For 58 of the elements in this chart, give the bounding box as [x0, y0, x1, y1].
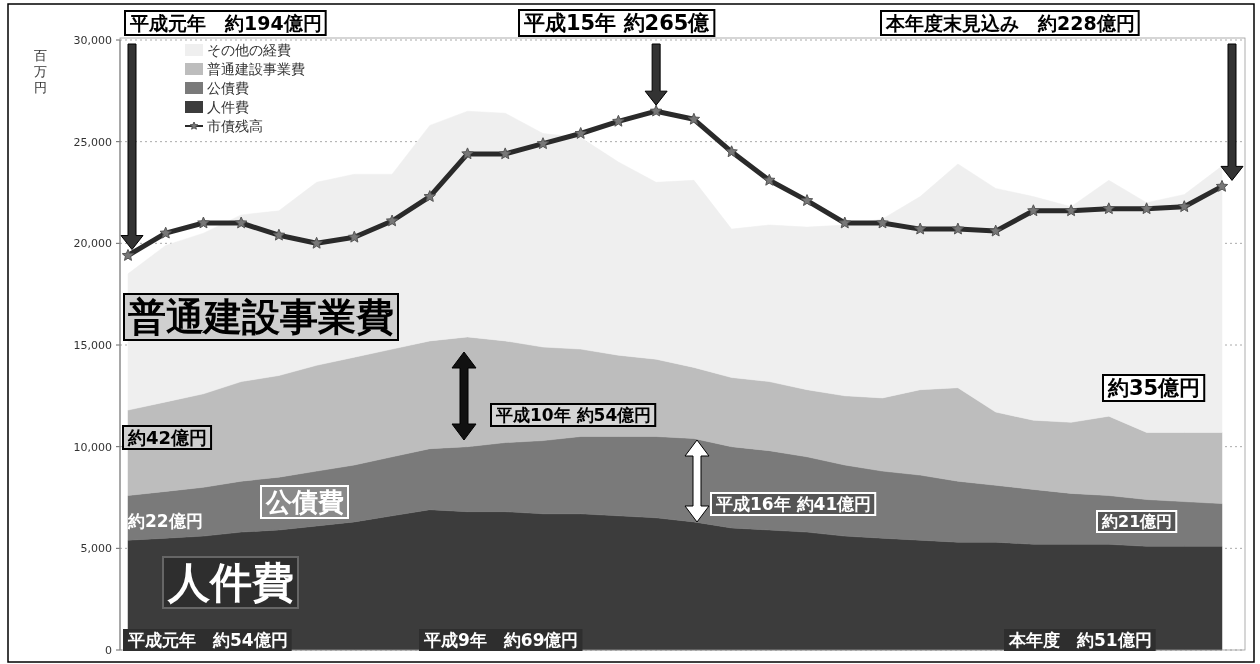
annotation: 本年度 約51億円 — [1008, 630, 1152, 650]
point — [951, 222, 965, 235]
legend-label: 公債費 — [207, 80, 249, 96]
point — [461, 147, 474, 160]
legend-label: 人件費 — [207, 99, 249, 115]
legend-label: 市債残高 — [207, 118, 263, 134]
annotation: 平成元年 約54億円 — [127, 630, 288, 650]
annotation: 約35億円 — [1107, 376, 1201, 400]
point — [159, 226, 172, 239]
annotation: 約42億円 — [127, 427, 208, 448]
annotation: 約22億円 — [127, 511, 203, 531]
text: 平成15年 約265億 — [523, 11, 711, 35]
annotation: 公債費 — [265, 487, 344, 517]
y-tick-label: 15,000 — [73, 339, 112, 352]
point — [574, 127, 587, 139]
point — [725, 145, 738, 158]
y-tick-label: 10,000 — [73, 440, 112, 454]
y-tick-label: 30,000 — [73, 34, 112, 47]
point — [1140, 202, 1153, 215]
point — [838, 216, 851, 229]
annotation: 平成9年 約69億円 — [423, 630, 579, 650]
legend-label: その他の経費 — [207, 42, 291, 58]
text: 平成元年 約194億円 — [129, 12, 322, 34]
y-axis-title: 百万円 — [34, 48, 47, 95]
annotation: 平成16年 約41億円 — [715, 494, 872, 514]
point — [235, 216, 248, 229]
point — [499, 147, 512, 160]
annotation: 普通建設事業費 — [128, 295, 394, 339]
point — [989, 224, 1002, 237]
point — [649, 104, 663, 117]
annotation: 人件費 — [167, 558, 294, 607]
point — [536, 137, 550, 150]
y-tick-label: 5,000 — [80, 542, 112, 556]
point — [876, 216, 889, 229]
y-tick-label: 0 — [105, 644, 112, 657]
point — [1064, 204, 1078, 217]
point — [310, 236, 323, 249]
annotation: 約21億円 — [1101, 512, 1173, 531]
point — [914, 222, 927, 235]
point — [687, 112, 701, 125]
point — [423, 190, 436, 202]
point — [197, 216, 210, 229]
text: 本年度末見込み 約228億円 — [885, 12, 1135, 34]
point — [272, 228, 286, 241]
point — [385, 214, 399, 227]
point — [800, 194, 814, 206]
point — [348, 230, 361, 243]
point — [1215, 179, 1229, 192]
y-tick-label: 20,000 — [73, 237, 112, 251]
point — [612, 114, 625, 127]
point — [1102, 202, 1115, 215]
legend-label: 普通建設事業費 — [207, 61, 305, 77]
y-tick-label: 25,000 — [73, 135, 112, 149]
annotation: 平成10年 約54億円 — [495, 405, 652, 425]
point — [763, 173, 776, 186]
point — [1027, 204, 1040, 217]
point — [1178, 200, 1191, 213]
point — [121, 249, 135, 261]
